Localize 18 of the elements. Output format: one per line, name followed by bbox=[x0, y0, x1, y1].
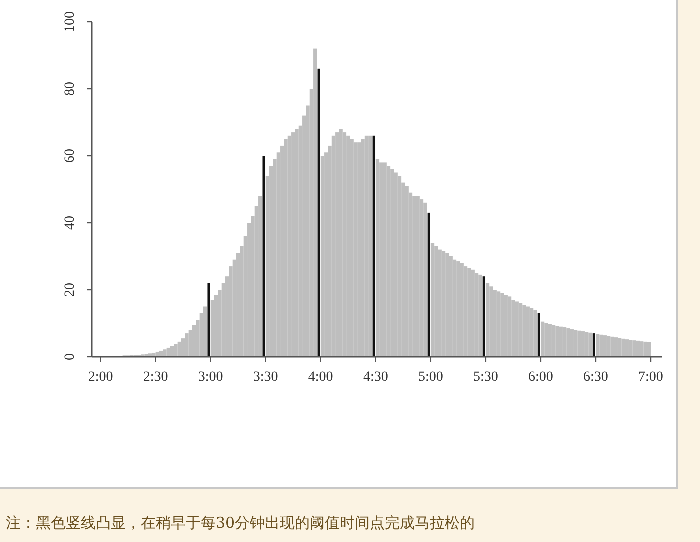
x-tick-label: 5:30 bbox=[473, 370, 498, 385]
x-tick-label: 4:30 bbox=[363, 370, 388, 385]
y-tick-label: 100 bbox=[63, 12, 78, 32]
x-tick-label: 7:00 bbox=[638, 370, 664, 385]
text: 注：黑色竖线凸显，在稍早于每30分钟出现的阈值时间点完成马拉松的 bbox=[6, 514, 476, 532]
y-tick-label: 80 bbox=[63, 82, 78, 96]
y-tick-label: 0 bbox=[63, 354, 78, 360]
x-tick-label: 5:00 bbox=[418, 370, 444, 385]
y-tick-label: 20 bbox=[63, 283, 78, 297]
x-tick-label: 4:00 bbox=[308, 370, 334, 385]
x-tick-label: 6:30 bbox=[584, 370, 608, 385]
x-tick-label: 6:00 bbox=[528, 370, 554, 385]
x-tick-label: 2:00 bbox=[88, 370, 114, 385]
x-tick-label: 3:30 bbox=[253, 370, 278, 385]
y-tick-label: 60 bbox=[63, 149, 78, 163]
y-tick-label: 40 bbox=[63, 216, 78, 230]
x-tick-label: 2:30 bbox=[143, 370, 168, 385]
x-tick-label: 3:00 bbox=[198, 370, 224, 385]
